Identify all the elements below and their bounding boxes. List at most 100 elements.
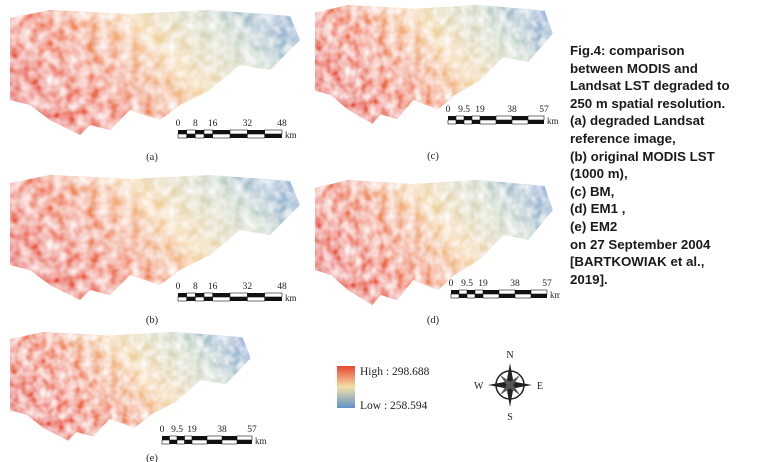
scale-segment bbox=[512, 120, 528, 124]
scale-segment bbox=[237, 436, 252, 440]
legend-low: Low : 258.594 bbox=[360, 400, 428, 412]
scale-segment bbox=[496, 120, 512, 124]
scale-segment bbox=[207, 436, 222, 440]
scale-unit: km bbox=[285, 293, 297, 303]
scale-segment bbox=[187, 293, 196, 297]
scale-tick-label: 16 bbox=[208, 119, 218, 129]
scale-tick-label: 19 bbox=[187, 425, 197, 435]
scale-unit: km bbox=[255, 436, 267, 446]
scale-tick-label: 0 bbox=[160, 425, 165, 435]
scale-segment bbox=[185, 440, 193, 444]
scale-tick-label: 48 bbox=[277, 282, 287, 292]
scale-segment bbox=[230, 130, 247, 134]
scale-segment bbox=[451, 294, 459, 298]
scale-segment bbox=[230, 297, 247, 301]
map bbox=[10, 10, 300, 135]
scale-segment bbox=[456, 120, 464, 124]
scale-segment bbox=[475, 294, 483, 298]
scale-segment bbox=[265, 297, 282, 301]
scale-segment bbox=[472, 120, 480, 124]
scale-segment bbox=[162, 436, 170, 440]
map bbox=[315, 5, 553, 124]
scale-tick-label: 19 bbox=[478, 279, 488, 289]
scale-segment bbox=[187, 297, 196, 301]
scale-segment bbox=[177, 436, 185, 440]
caption-line: Landsat LST degraded to bbox=[570, 77, 766, 95]
scale-segment bbox=[178, 130, 187, 134]
scale-segment bbox=[207, 440, 222, 444]
scale-segment bbox=[531, 290, 547, 294]
scale-unit: km bbox=[550, 290, 560, 300]
scale-segment bbox=[162, 440, 170, 444]
scale-segment bbox=[483, 290, 499, 294]
scale-segment bbox=[230, 293, 247, 297]
scale-segment bbox=[178, 297, 187, 301]
scale-tick-label: 38 bbox=[510, 279, 520, 289]
scale-tick-label: 9.5 bbox=[461, 279, 473, 289]
scale-segment bbox=[472, 116, 480, 120]
scale-segment bbox=[237, 440, 252, 444]
scale-segment bbox=[448, 120, 456, 124]
scale-tick-label: 16 bbox=[208, 282, 218, 292]
compass-n: N bbox=[506, 350, 513, 361]
panel-label: (e) bbox=[146, 453, 158, 462]
scale-segment bbox=[213, 293, 230, 297]
scale-segment bbox=[177, 440, 185, 444]
caption-line: 2019]. bbox=[570, 271, 766, 289]
panel-label: (b) bbox=[146, 315, 159, 326]
compass-w: W bbox=[474, 381, 484, 392]
caption-line: [BARTKOWIAK et al., bbox=[570, 253, 766, 271]
caption-line: on 27 September 2004 bbox=[570, 236, 766, 254]
scale-tick-label: 0 bbox=[449, 279, 454, 289]
scale-segment bbox=[195, 130, 204, 134]
scale-tick-label: 19 bbox=[475, 105, 485, 115]
scale-tick-label: 57 bbox=[542, 279, 552, 289]
caption-line: Fig.4: comparison bbox=[570, 42, 766, 60]
scale-segment bbox=[464, 120, 472, 124]
scale-segment bbox=[213, 134, 230, 138]
scale-segment bbox=[515, 294, 531, 298]
caption-line: 250 m spatial resolution. bbox=[570, 95, 766, 113]
scale-tick-label: 8 bbox=[193, 282, 198, 292]
scale-unit: km bbox=[547, 116, 559, 126]
scale-tick-label: 0 bbox=[176, 119, 181, 129]
scale-segment bbox=[204, 130, 213, 134]
panel-label: (a) bbox=[146, 152, 158, 163]
scale-segment bbox=[204, 297, 213, 301]
caption-line: (1000 m), bbox=[570, 165, 766, 183]
scale-unit: km bbox=[285, 130, 297, 140]
panel-label: (c) bbox=[427, 151, 439, 162]
caption-line: reference image, bbox=[570, 130, 766, 148]
scale-segment bbox=[213, 130, 230, 134]
scale-segment bbox=[459, 294, 467, 298]
scale-segment bbox=[528, 120, 544, 124]
scale-segment bbox=[480, 120, 496, 124]
scale-tick-label: 38 bbox=[507, 105, 517, 115]
scale-segment bbox=[247, 293, 264, 297]
map bbox=[10, 332, 251, 441]
scale-segment bbox=[499, 290, 515, 294]
caption-line: between MODIS and bbox=[570, 60, 766, 78]
scale-segment bbox=[475, 290, 483, 294]
scale-segment bbox=[451, 290, 459, 294]
scale-segment bbox=[204, 134, 213, 138]
scale-segment bbox=[515, 290, 531, 294]
scale-tick-label: 57 bbox=[539, 105, 549, 115]
caption-line: (d) EM1 , bbox=[570, 200, 766, 218]
scale-segment bbox=[187, 130, 196, 134]
scale-segment bbox=[464, 116, 472, 120]
figure: N S E W High : 298.688 Low : 258.594 081… bbox=[0, 0, 769, 462]
scale-segment bbox=[213, 297, 230, 301]
legend-ramp bbox=[337, 366, 355, 408]
scale-segment bbox=[528, 116, 544, 120]
scale-segment bbox=[496, 116, 512, 120]
scale-segment bbox=[247, 134, 264, 138]
scale-segment bbox=[195, 297, 204, 301]
scale-segment bbox=[448, 116, 456, 120]
caption-line: (b) original MODIS LST bbox=[570, 148, 766, 166]
caption-line: (a) degraded Landsat bbox=[570, 112, 766, 130]
scale-segment bbox=[204, 293, 213, 297]
scale-tick-label: 9.5 bbox=[458, 105, 470, 115]
scale-segment bbox=[192, 436, 207, 440]
